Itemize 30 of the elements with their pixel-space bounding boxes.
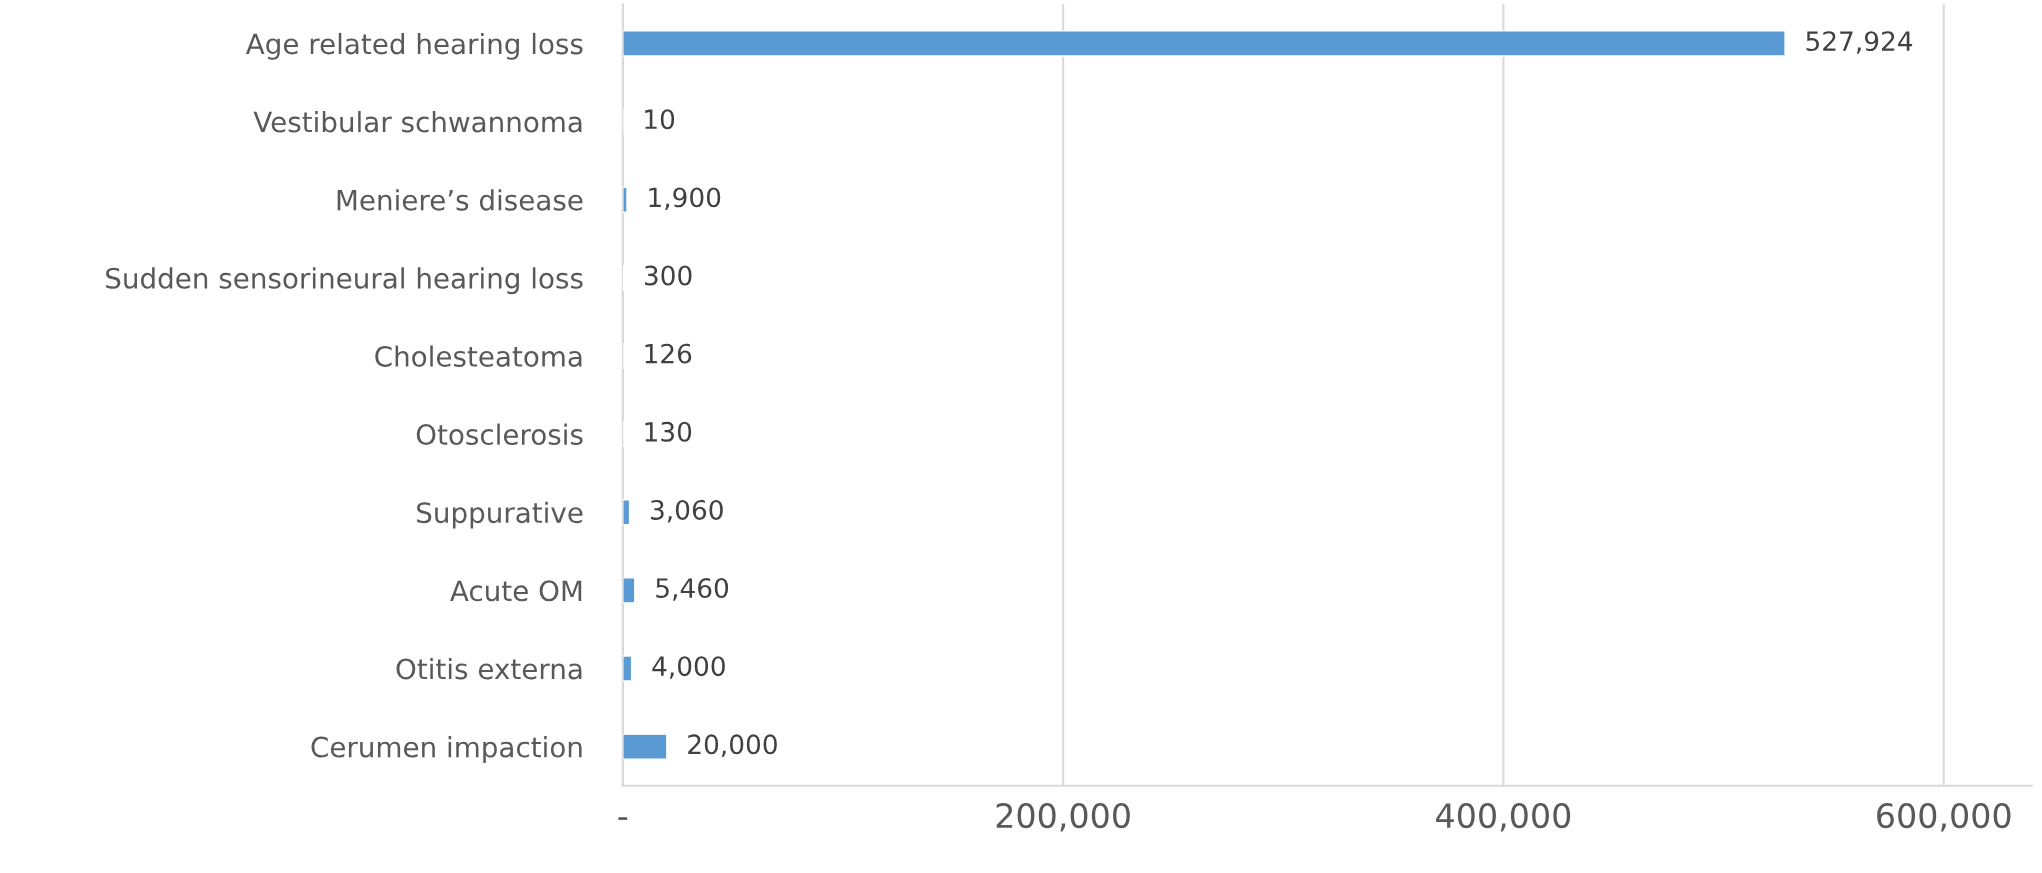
y-tick-label: Cholesteatoma — [375, 345, 582, 367]
data-label: 300 — [644, 265, 692, 286]
y-tick-label: Suppurative — [417, 501, 583, 529]
bar — [622, 499, 631, 526]
y-tick-label: Meniere’s disease — [337, 189, 583, 211]
y-tick-label: Sudden sensorineural hearing loss — [106, 267, 583, 295]
data-label: 20,000 — [688, 734, 777, 757]
x-tick-label: 600,000 — [1877, 802, 2011, 832]
data-label: 10 — [645, 109, 675, 130]
data-label: 5,460 — [656, 578, 729, 601]
bar — [622, 655, 633, 682]
bar — [622, 577, 636, 604]
y-tick-label: Otitis externa — [396, 657, 582, 680]
y-tick-label: Age related hearing loss — [245, 32, 583, 60]
x-tick-label: - — [618, 817, 628, 820]
y-tick-label: Cerumen impaction — [311, 736, 582, 763]
bar — [622, 30, 1786, 57]
y-tick-label: Vestibular schwannoma — [253, 111, 582, 133]
data-label: 3,060 — [651, 499, 723, 523]
bar — [622, 733, 668, 760]
data-label: 126 — [645, 343, 692, 364]
data-label: 527,924 — [1806, 31, 1913, 54]
y-tick-label: Otosclerosis — [416, 423, 583, 446]
data-label: 4,000 — [652, 656, 725, 679]
x-tick-label: 200,000 — [996, 802, 1130, 832]
x-tick-label: 400,000 — [1436, 802, 1571, 832]
data-label: 130 — [645, 421, 692, 442]
y-tick-label: Acute OM — [450, 580, 582, 602]
data-label: 1,900 — [649, 187, 721, 211]
bar — [622, 186, 628, 213]
